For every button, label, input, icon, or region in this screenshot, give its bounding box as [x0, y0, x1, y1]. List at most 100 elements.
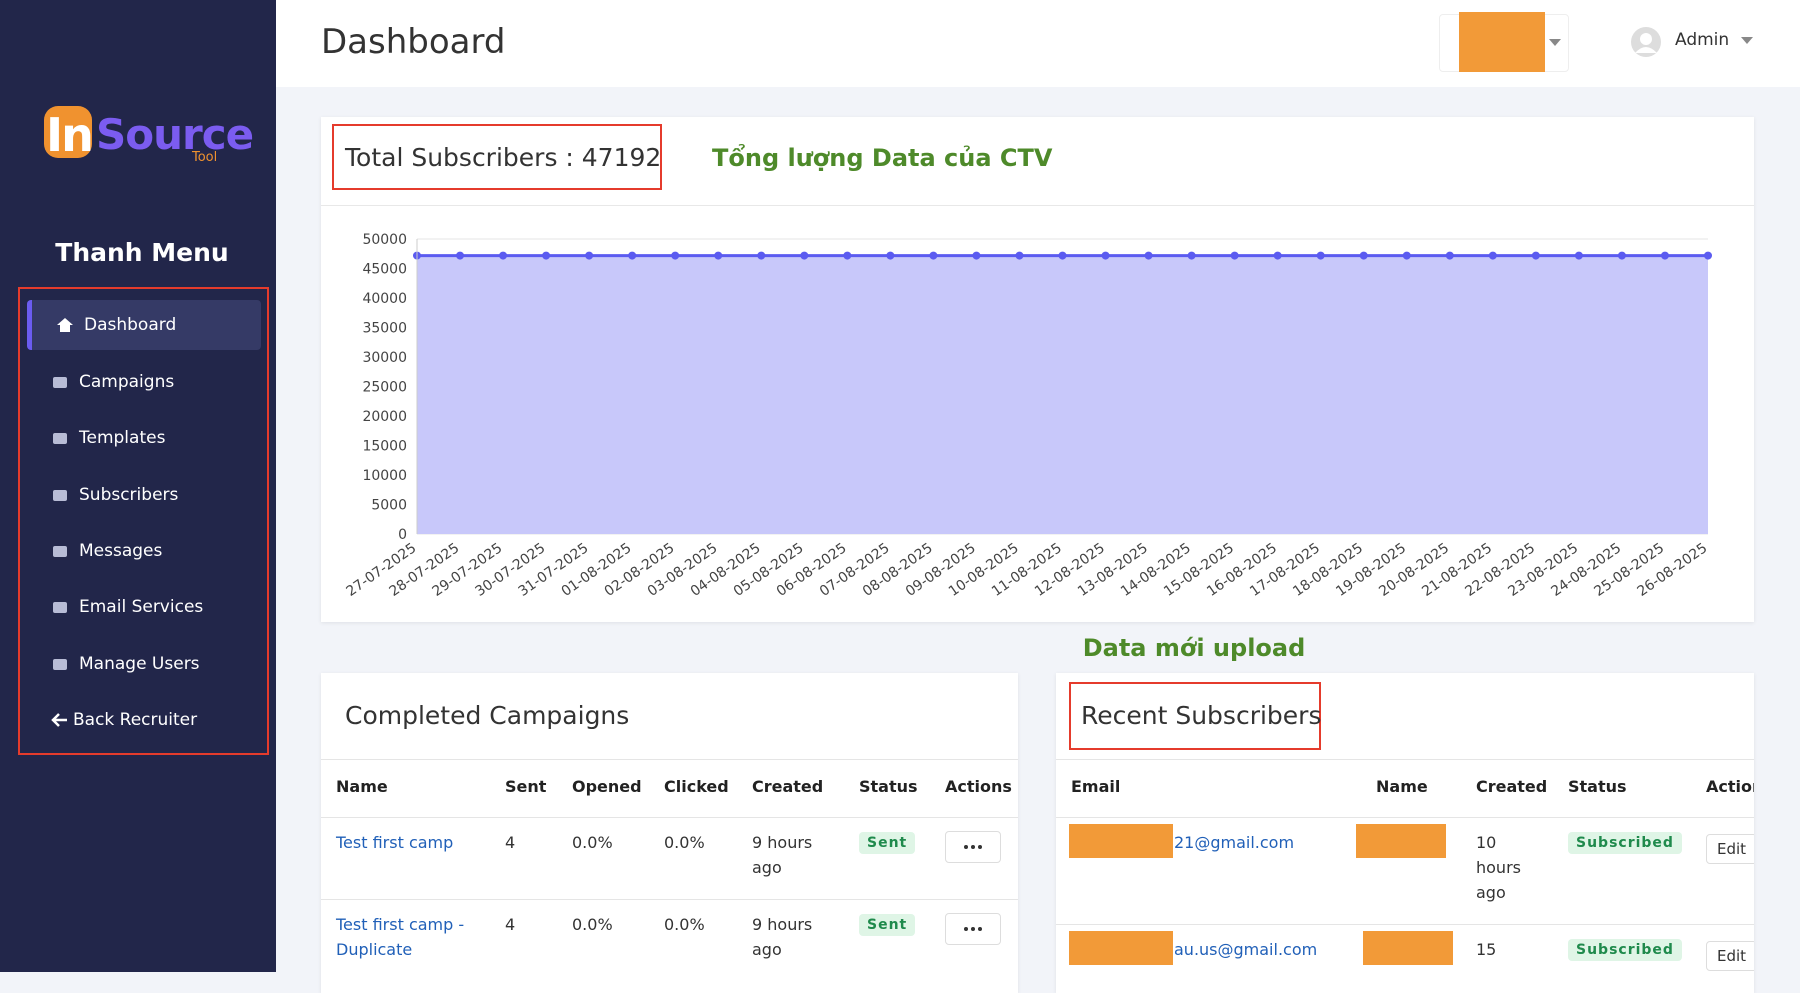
point [1101, 251, 1110, 260]
actions-button[interactable] [945, 913, 1001, 945]
divider [1056, 817, 1754, 818]
point [1359, 251, 1368, 260]
column-header: Name [1376, 777, 1428, 796]
column-header: Actions [945, 777, 1012, 796]
cell: 4 [505, 915, 516, 934]
point [671, 251, 680, 260]
nav-label: Campaigns [79, 372, 175, 392]
nav-label: Back Recruiter [73, 710, 198, 730]
nav-icon [57, 318, 73, 332]
status-badge: Subscribed [1568, 832, 1682, 854]
point [1144, 251, 1153, 260]
subscribers-card: Recent Subscribers Email Name Created Statu… [1056, 673, 1754, 993]
nav-label: Messages [79, 541, 163, 561]
dot [978, 845, 982, 849]
nav-label: Email Services [79, 597, 204, 617]
point [585, 251, 594, 260]
logo-main: In [46, 108, 94, 162]
y-tick-label: 10000 [362, 468, 407, 484]
nav-item[interactable]: Templates [27, 413, 256, 463]
area [417, 255, 1708, 534]
nav-item[interactable]: Subscribers [27, 470, 256, 520]
cell: 10 hours ago [1476, 833, 1521, 902]
icon-shape [51, 713, 67, 727]
campaign-link[interactable]: Test first camp - Duplicate [336, 915, 465, 959]
nav-item[interactable]: Back Recruiter [27, 695, 256, 745]
dot [964, 927, 968, 931]
point [1015, 251, 1024, 260]
point [929, 251, 938, 260]
redaction [1356, 824, 1446, 858]
icon-shape [53, 490, 67, 501]
user-name[interactable]: Admin [1675, 30, 1730, 50]
annotation: Data mới upload [1082, 634, 1306, 662]
point [1704, 251, 1712, 260]
annotation: Tổng lượng Data của CTV [712, 144, 1053, 172]
dropdown[interactable] [1439, 12, 1569, 72]
icon-shape [53, 659, 67, 670]
divider [321, 759, 1018, 760]
cell: 0.0% [664, 915, 705, 934]
chart: 0 5000 10000 15000 20000 25000 30000 35000 40000… [343, 232, 1712, 600]
cell: 15 [1476, 940, 1497, 959]
icon-shape [53, 602, 67, 613]
cell: 4 [505, 833, 516, 852]
nav-item[interactable]: Manage Users [27, 639, 256, 689]
point [843, 251, 852, 260]
nav-icon [53, 546, 67, 557]
divider [321, 899, 1018, 900]
caret [1549, 39, 1561, 46]
point [972, 251, 981, 260]
nav-label: Subscribers [79, 485, 179, 505]
logo-sub: Tool [192, 150, 218, 165]
campaign-link[interactable]: Test first camp [336, 833, 454, 852]
nav-item[interactable]: Dashboard [27, 300, 261, 350]
y-tick-label: 45000 [362, 262, 407, 278]
email-link[interactable]: au.us@gmail.com [1174, 940, 1318, 959]
y-tick-label: 40000 [362, 291, 407, 307]
point [1445, 251, 1454, 260]
column-header: Created [752, 777, 824, 796]
column-header: Created [1476, 777, 1548, 796]
point [456, 251, 465, 260]
point [1488, 251, 1497, 260]
status-badge: Sent [859, 832, 916, 854]
topbar: Dashboard Admin [276, 0, 1800, 87]
point [628, 251, 637, 260]
nav-icon [53, 377, 67, 388]
cell: 0.0% [664, 833, 705, 852]
highlight-box [1069, 682, 1321, 750]
y-tick-label: 35000 [362, 321, 407, 337]
redaction [1459, 12, 1545, 72]
cell: 0.0% [572, 915, 613, 934]
divider [1056, 924, 1754, 925]
column-header: Action [1706, 777, 1754, 796]
divider [321, 205, 1754, 206]
point [800, 251, 809, 260]
status-badge: Subscribed [1568, 939, 1682, 961]
point [542, 251, 551, 260]
nav-icon [53, 433, 67, 444]
nav-item[interactable]: Messages [27, 526, 256, 576]
divider [321, 817, 1018, 818]
nav-item[interactable]: Campaigns [27, 357, 256, 407]
y-tick-label: 15000 [362, 439, 407, 455]
redaction [1363, 931, 1453, 965]
edit-button[interactable]: Edit [1706, 941, 1754, 971]
point [714, 251, 723, 260]
cell: 9 hours ago [752, 833, 813, 877]
point [1574, 251, 1583, 260]
nav-item[interactable]: Email Services [27, 582, 256, 632]
cell: 0.0% [572, 833, 613, 852]
actions-button[interactable] [945, 831, 1001, 863]
icon-shape [53, 433, 67, 444]
point [1402, 251, 1411, 260]
highlight-box [332, 124, 662, 190]
nav-icon [53, 490, 67, 501]
email-link[interactable]: 21@gmail.com [1174, 833, 1295, 852]
edit-button[interactable]: Edit [1706, 834, 1754, 864]
divider [1056, 759, 1754, 760]
y-tick-label: 25000 [362, 380, 407, 396]
y-tick-label: 30000 [362, 350, 407, 366]
